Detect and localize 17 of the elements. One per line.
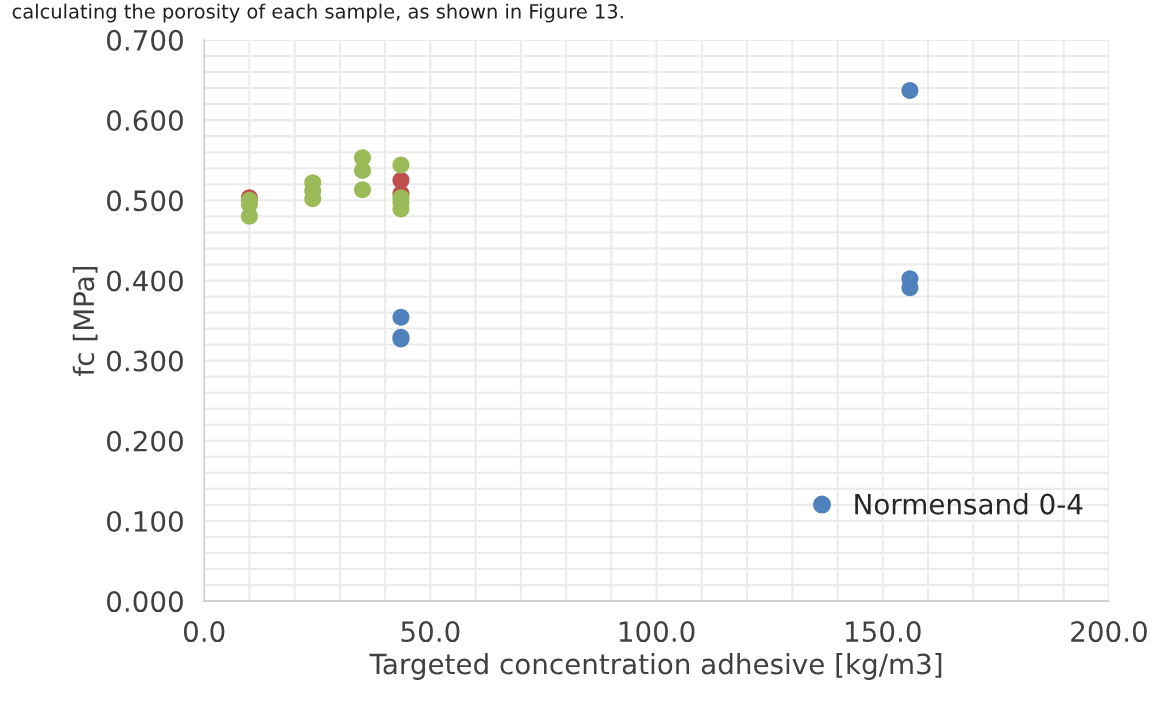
x-tick-label: 200.0 xyxy=(1071,621,1147,643)
x-tick-label: 100.0 xyxy=(619,621,695,643)
x-tick-label: 0.0 xyxy=(183,621,225,643)
x-tick-label: 150.0 xyxy=(846,621,921,643)
text: calculating the porosity of each sample, as shown in Figure 13. xyxy=(12,3,623,23)
y-axis-title: fc [MPa] xyxy=(72,266,98,376)
y-tick-label: 0.400 xyxy=(107,270,183,292)
x-axis-title: Targeted concentration adhesive [kg/m3] xyxy=(369,653,942,680)
legend-label: Normensand 0-4 xyxy=(855,493,1083,515)
y-tick-label: 0.300 xyxy=(107,350,183,372)
x-tick-label: 50.0 xyxy=(401,621,460,643)
y-tick-label: 0.700 xyxy=(107,29,183,51)
y-tick-label: 0.200 xyxy=(107,430,183,452)
y-tick-label: 0.500 xyxy=(107,190,183,212)
y-tick-label: 0.600 xyxy=(107,110,183,132)
y-tick-label: 0.000 xyxy=(107,591,183,613)
y-tick-label: 0.100 xyxy=(107,510,183,532)
